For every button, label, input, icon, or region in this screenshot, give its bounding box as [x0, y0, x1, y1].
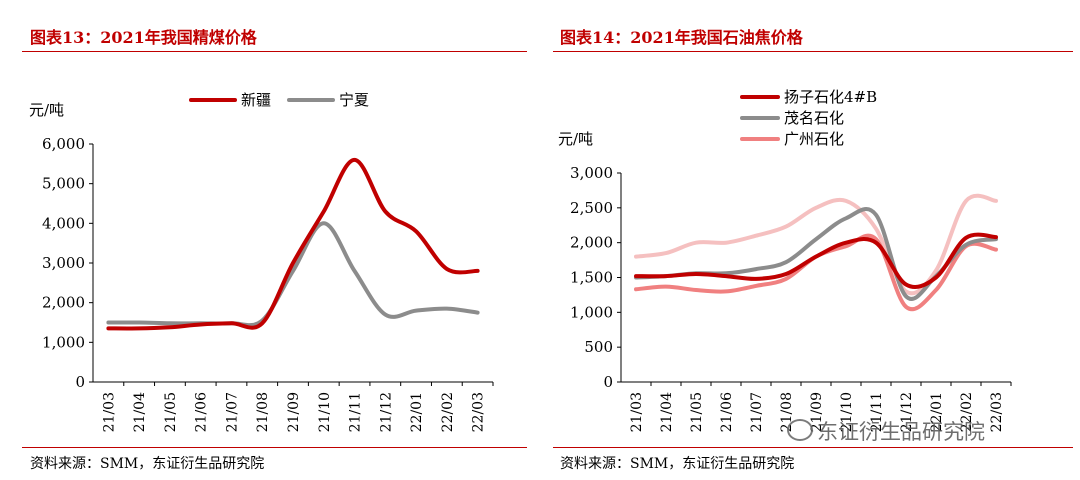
x-tick-label: 21/06 — [719, 392, 735, 432]
x-tick-label: 21/05 — [163, 392, 179, 432]
x-tick-label: 21/09 — [286, 392, 302, 432]
coal-price-chart: 0 1,000 2,000 3,000 4,000 5,000 6,000 元/吨 21/03 2… — [29, 91, 494, 432]
series-line-扬子石化4#B — [634, 232, 998, 289]
wechat-icon — [787, 419, 813, 441]
series-line-unlabeled — [634, 193, 998, 296]
legend-label: 扬子石化4#B — [784, 88, 877, 106]
x-tick-label: 22/03 — [471, 392, 487, 432]
x-tick-label: 21/06 — [194, 392, 210, 432]
watermark: 东证衍生品研究院 — [787, 416, 985, 446]
x-tick-label: 21/03 — [101, 392, 117, 432]
x-tick-label: 21/03 — [629, 392, 645, 432]
legend-label: 茂名石化 — [784, 109, 844, 127]
x-tick-label: 22/01 — [409, 392, 425, 432]
y-tick-label: 2,500 — [570, 199, 613, 217]
y-tick-label: 1,500 — [570, 269, 613, 287]
y-axis-unit: 元/吨 — [558, 130, 593, 148]
x-tick-label: 22/03 — [989, 392, 1005, 432]
chart-title: 图表14：2021年我国石油焦价格 — [560, 28, 803, 47]
x-tick-label: 21/07 — [224, 392, 240, 432]
petcoke-price-chart: 0 500 1,000 1,500 2,000 2,500 3,000 元/吨 21/03 21/… — [558, 88, 1012, 432]
x-tick-label: 21/11 — [869, 392, 885, 432]
series-line-宁夏 — [106, 221, 480, 328]
watermark-text: 东证衍生品研究院 — [817, 420, 985, 444]
legend-label: 广州石化 — [784, 130, 844, 148]
source-rule — [22, 447, 527, 448]
y-tick-label: 5,000 — [42, 175, 85, 193]
series-line-新疆 — [106, 157, 480, 331]
chart-panel-coal: 图表13：2021年我国精煤价格 0 1,000 2,000 3,000 4,000 5,… — [0, 0, 535, 480]
title-rule — [22, 51, 527, 52]
y-tick-label: 4,000 — [42, 214, 85, 232]
source-note: 资料来源：SMM，东证衍生品研究院 — [30, 456, 265, 472]
y-tick-label: 3,000 — [570, 164, 613, 182]
x-tick-label: 21/12 — [899, 392, 915, 432]
x-tick-label: 21/10 — [317, 392, 333, 432]
y-tick-label: 6,000 — [42, 135, 85, 153]
x-tick-label: 21/05 — [689, 392, 705, 432]
legend-label: 宁夏 — [339, 91, 369, 109]
x-tick-label: 21/07 — [749, 392, 765, 432]
y-tick-label: 500 — [584, 338, 613, 356]
source-note: 资料来源：SMM，东证衍生品研究院 — [560, 456, 795, 472]
source-rule — [553, 447, 1073, 448]
x-tick-label: 22/02 — [440, 392, 456, 432]
x-tick-label: 22/01 — [929, 392, 945, 432]
x-tick-label: 21/09 — [809, 392, 825, 432]
y-tick-label: 2,000 — [570, 234, 613, 252]
y-tick-label: 0 — [75, 373, 85, 391]
y-tick-label: 0 — [603, 373, 613, 391]
x-tick-label: 22/02 — [959, 392, 975, 432]
legend-label: 新疆 — [241, 91, 271, 109]
title-rule — [553, 51, 1073, 52]
y-axis-unit: 元/吨 — [29, 101, 64, 119]
chart-title: 图表13：2021年我国精煤价格 — [30, 28, 257, 47]
x-tick-label: 21/11 — [348, 392, 364, 432]
x-tick-label: 21/08 — [255, 392, 271, 432]
chart-panel-petcoke: 图表14：2021年我国石油焦价格 0 500 1,000 1,500 2,000 2,5… — [545, 0, 1080, 480]
y-tick-label: 3,000 — [42, 254, 85, 272]
x-tick-label: 21/04 — [659, 392, 675, 432]
x-tick-label: 21/12 — [378, 392, 394, 432]
y-tick-label: 2,000 — [42, 294, 85, 312]
x-tick-label: 21/10 — [839, 392, 855, 432]
x-tick-label: 21/04 — [132, 392, 148, 432]
y-tick-label: 1,000 — [42, 333, 85, 351]
y-tick-label: 1,000 — [570, 303, 613, 321]
